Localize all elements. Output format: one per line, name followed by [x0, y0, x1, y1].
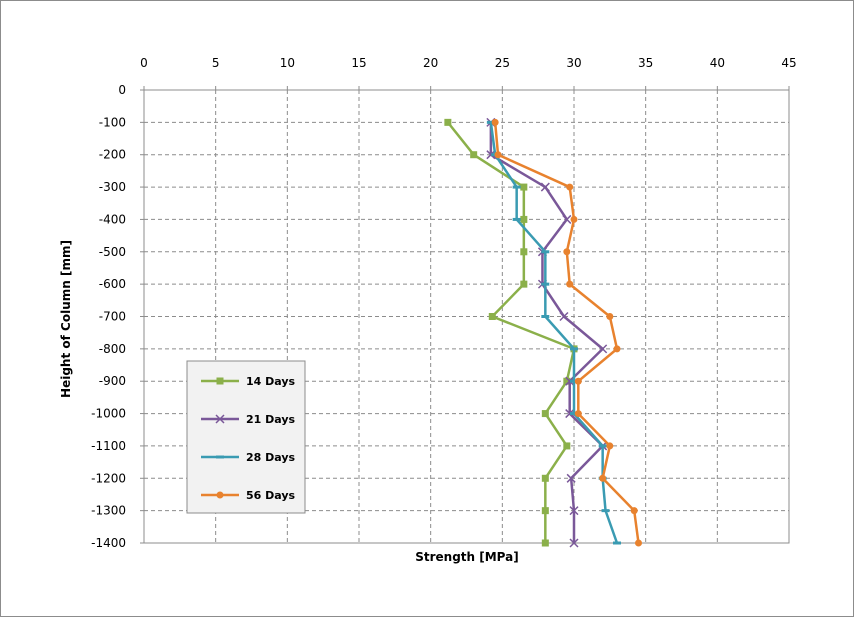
data-point-square: [520, 215, 528, 223]
data-point-circle: [574, 410, 582, 418]
legend-label: 56 Days: [246, 489, 296, 502]
y-tick-label: -100: [99, 115, 126, 129]
legend-item: 28 Days: [201, 451, 296, 464]
y-tick-label: -500: [99, 245, 126, 259]
data-point-square: [563, 377, 571, 385]
data-point-square: [563, 442, 571, 450]
legend-item: 56 Days: [201, 489, 296, 502]
y-tick-label: -300: [99, 180, 126, 194]
data-point-square: [541, 507, 549, 515]
tick-labels: 0 5 10 15 20 25 30 35 40 45 0 -100 -200 -300 -400 -500 -…: [91, 56, 797, 550]
data-point-square: [520, 280, 528, 288]
data-point-circle: [606, 313, 614, 320]
x-axis-title: Strength [MPa]: [415, 550, 519, 564]
data-point-x: [565, 376, 575, 386]
series-line: [489, 122, 604, 543]
y-tick-label: -1000: [91, 407, 126, 421]
data-point-x: [569, 538, 579, 548]
data-point-circle: [566, 280, 574, 288]
x-tick-label: 20: [423, 56, 438, 70]
x-tick-label: 0: [140, 56, 148, 70]
data-point-x: [540, 182, 550, 192]
data-point-circle: [563, 248, 571, 256]
data-point-circle: [599, 474, 607, 482]
data-point-circle: [491, 118, 499, 126]
series-line: [446, 121, 576, 543]
legend-box: [186, 360, 306, 514]
legend-item: 14 Days: [201, 375, 296, 388]
data-point-x: [569, 506, 579, 516]
x-tick-label: 45: [781, 56, 796, 70]
data-point-x: [598, 344, 608, 354]
data-point-circle: [574, 377, 582, 385]
gridlines: [140, 86, 790, 544]
data-point-square: [520, 248, 528, 256]
series-line: [493, 122, 640, 544]
data-point-square: [520, 183, 528, 191]
data-point-circle: [635, 539, 642, 547]
data-point-x: [562, 214, 572, 224]
data-point-circle: [216, 491, 224, 499]
data-point-square: [444, 118, 452, 126]
legend-label: 28 Days: [246, 451, 296, 464]
data-point-circle: [606, 442, 614, 450]
data-point-square: [541, 539, 549, 547]
data-point-x: [566, 473, 576, 483]
x-tick-label: 35: [638, 56, 653, 70]
data-point-x: [215, 414, 225, 424]
y-tick-label: -1300: [91, 504, 126, 518]
y-tick-label: -800: [99, 342, 126, 356]
data-point-square: [541, 410, 549, 418]
data-point-x: [486, 150, 496, 160]
data-point-square: [488, 313, 496, 320]
legend-label: 14 Days: [246, 375, 296, 388]
x-tick-label: 15: [351, 56, 366, 70]
series-lines: [444, 117, 642, 548]
y-tick-label: -200: [99, 148, 126, 162]
series-21-days: [486, 117, 608, 548]
x-tick-label: 10: [280, 56, 295, 70]
legend-label: 21 Days: [246, 413, 296, 426]
y-tick-label: 0: [118, 83, 126, 97]
x-tick-label: 40: [710, 56, 725, 70]
y-tick-label: -400: [99, 212, 126, 226]
y-tick-label: -900: [99, 374, 126, 388]
data-point-circle: [494, 151, 502, 159]
data-point-x: [565, 409, 575, 419]
legend-item: 21 Days: [201, 413, 296, 426]
data-point-x: [559, 311, 569, 322]
y-tick-label: -1200: [91, 471, 126, 485]
legend: 14 Days 21 Days 28 Days 56 Days: [186, 360, 306, 514]
data-point-circle: [570, 215, 578, 223]
y-tick-label: -700: [99, 310, 126, 324]
x-tick-label: 5: [212, 56, 220, 70]
data-point-square: [541, 474, 549, 482]
y-tick-label: -600: [99, 277, 126, 291]
data-point-square: [216, 377, 224, 385]
x-tick-label: 30: [566, 56, 581, 70]
series-56-days: [491, 118, 642, 547]
data-point-circle: [566, 183, 574, 191]
x-tick-label: 25: [495, 56, 510, 70]
y-tick-label: -1400: [91, 536, 126, 550]
data-point-circle: [613, 345, 621, 353]
y-tick-label: -1100: [91, 439, 126, 453]
y-axis-title: Height of Column [mm]: [59, 240, 73, 398]
data-point-circle: [630, 507, 638, 515]
data-point-square: [470, 151, 478, 159]
